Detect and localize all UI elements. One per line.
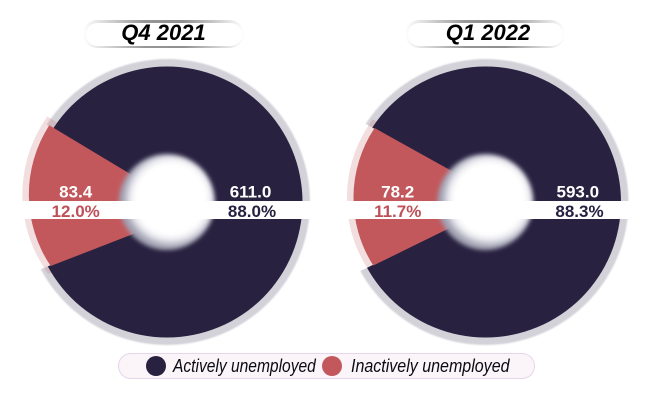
svg-text:83.4: 83.4 — [59, 183, 93, 202]
svg-text:611.0: 611.0 — [230, 183, 272, 202]
svg-text:88.3%: 88.3% — [555, 202, 603, 221]
svg-text:78.2: 78.2 — [381, 183, 414, 202]
svg-text:88.0%: 88.0% — [228, 202, 276, 221]
svg-text:593.0: 593.0 — [557, 183, 600, 202]
svg-text:11.7%: 11.7% — [374, 202, 421, 221]
svg-text:12.0%: 12.0% — [52, 202, 100, 221]
